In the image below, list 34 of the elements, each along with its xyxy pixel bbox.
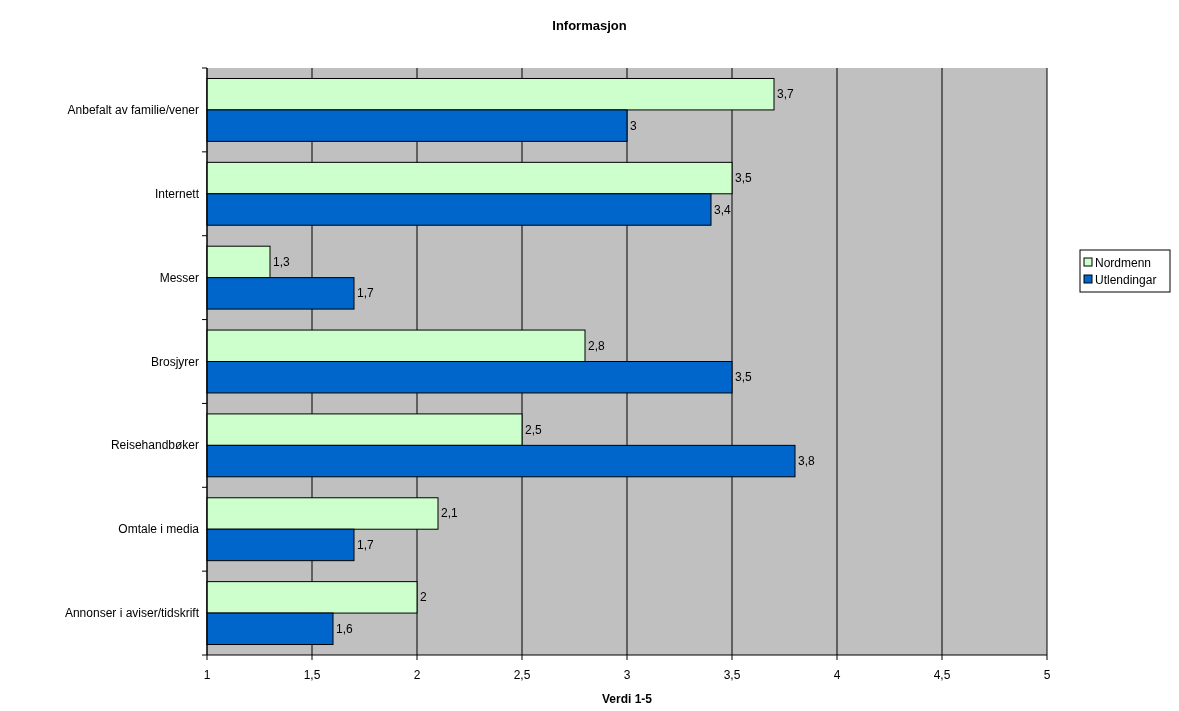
x-tick-label: 3 bbox=[623, 668, 631, 682]
data-label: 3,5 bbox=[735, 370, 753, 385]
y-tick-label: Omtale i media bbox=[118, 522, 200, 537]
data-label: 1,7 bbox=[357, 537, 375, 552]
data-label: 1,3 bbox=[273, 254, 291, 269]
x-tick-label: 3,5 bbox=[723, 668, 741, 682]
x-tick-label: 2 bbox=[413, 668, 421, 682]
y-tick-label: Annonser i aviser/tidskrift bbox=[64, 606, 200, 621]
data-label: 3,4 bbox=[714, 202, 732, 217]
data-label: 2 bbox=[420, 590, 427, 605]
data-label: 3,7 bbox=[777, 87, 795, 102]
y-tick-label: Internett bbox=[154, 186, 200, 201]
x-tick-label: 4 bbox=[833, 668, 841, 682]
x-tick-label: 2,5 bbox=[513, 668, 531, 682]
legend-label: Utlendingar bbox=[1095, 273, 1157, 287]
legend-label: Nordmenn bbox=[1095, 256, 1152, 270]
x-tick-label: 4,5 bbox=[933, 668, 951, 682]
y-tick-label: Messer bbox=[159, 270, 199, 285]
data-label: 1,6 bbox=[336, 621, 354, 636]
data-label: 2,8 bbox=[588, 338, 606, 353]
y-tick-label: Brosjyrer bbox=[150, 354, 199, 369]
data-label: 3,8 bbox=[798, 454, 816, 469]
x-tick-label: 5 bbox=[1043, 668, 1051, 682]
x-axis-title: Verdi 1-5 bbox=[601, 692, 653, 706]
chart-title: Informasjon bbox=[552, 18, 627, 33]
data-label: 2,1 bbox=[441, 506, 459, 521]
x-tick-label: 1 bbox=[203, 668, 211, 682]
data-label: 3 bbox=[630, 118, 637, 133]
x-tick-label: 1,5 bbox=[303, 668, 321, 682]
data-label: 3,5 bbox=[735, 171, 753, 186]
data-label: 2,5 bbox=[525, 422, 543, 437]
y-tick-label: Reisehandbøker bbox=[110, 438, 199, 453]
data-label: 1,7 bbox=[357, 286, 375, 301]
y-tick-label: Anbefalt av familie/vener bbox=[67, 102, 199, 117]
